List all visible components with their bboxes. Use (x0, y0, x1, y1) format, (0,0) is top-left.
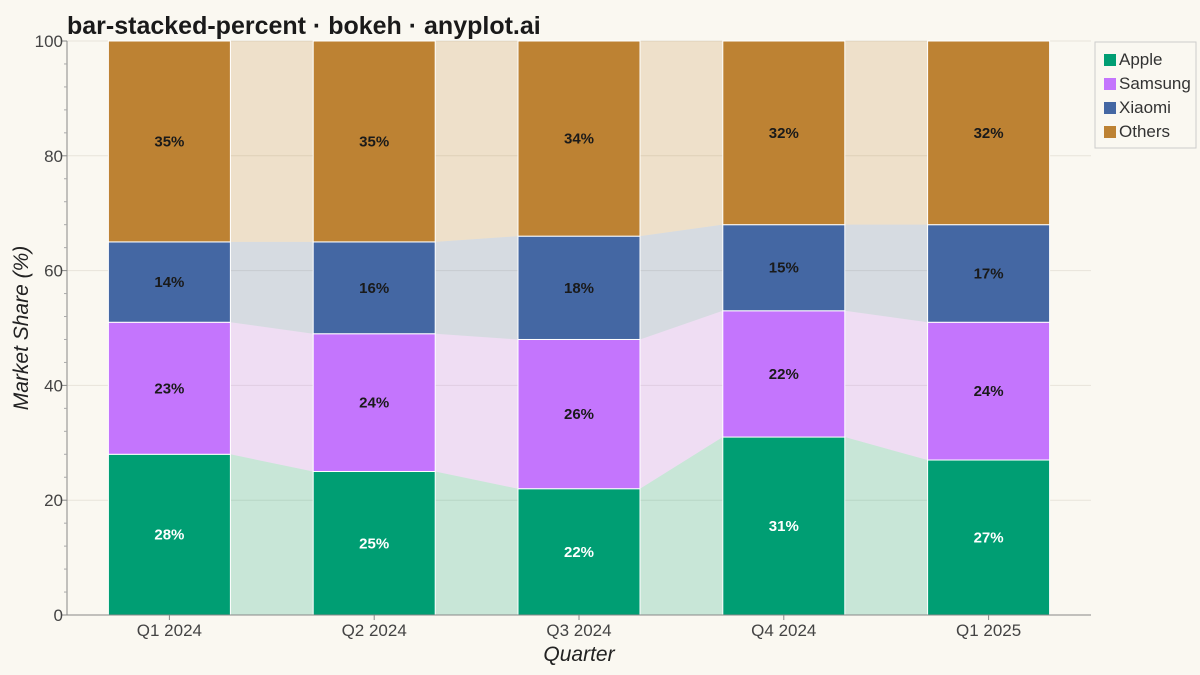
connector-band (640, 41, 723, 237)
bar-segment (722, 40, 846, 226)
data-label: 27% (974, 530, 1004, 547)
x-tick-label: Q2 2024 (342, 621, 407, 640)
bar-segment (927, 321, 1051, 461)
bar-segment (517, 338, 641, 490)
bar-segment (107, 453, 231, 616)
y-tick-label: 40 (44, 376, 63, 395)
connector-band (230, 241, 314, 334)
data-label: 34% (564, 131, 594, 148)
connector-band (435, 333, 518, 489)
y-tick-label: 80 (44, 147, 63, 166)
x-axis-label: Quarter (543, 643, 615, 666)
connector-bands (230, 41, 928, 615)
bar-segment (312, 333, 436, 472)
data-label: 23% (154, 380, 184, 397)
legend: Apple Samsung Xiaomi Others (1094, 41, 1197, 149)
y-axis-label: Market Share (%) (10, 246, 33, 411)
data-label: 18% (564, 280, 594, 297)
data-label: 15% (769, 260, 799, 277)
legend-swatch (1104, 126, 1116, 138)
legend-swatch (1104, 102, 1116, 114)
chart-title: bar-stacked-percent · bokeh · anyplot.ai (67, 12, 541, 40)
bar-segment (927, 459, 1051, 616)
bar-segment (107, 241, 231, 323)
connector-band (230, 41, 314, 242)
connector-band (435, 236, 518, 340)
legend-swatch (1104, 78, 1116, 90)
bar-segment (517, 40, 641, 237)
data-label: 25% (359, 535, 389, 552)
y-tick-label: 100 (35, 32, 63, 51)
bar-segment (312, 471, 436, 616)
bars (107, 40, 1051, 616)
plot-area: 28% 23% 14% 35% 25% 24% 16% 35% 22% 26% 18% 34% 31% 2… (67, 40, 1091, 616)
data-label: 16% (359, 280, 389, 297)
connector-band (844, 41, 928, 225)
bar-segment (517, 235, 641, 340)
legend-label: Apple (1119, 50, 1162, 69)
data-label: 26% (564, 406, 594, 423)
connector-band (230, 322, 314, 472)
connector-band (844, 224, 928, 323)
y-ticks: 0 20 40 60 80 100 (35, 32, 67, 625)
bar-segment (927, 40, 1051, 226)
data-label: 22% (769, 366, 799, 383)
bar-segment (107, 40, 231, 243)
data-label: 31% (769, 518, 799, 535)
axes: 0 20 40 60 80 100 Q1 2024 Q2 2024 Q3 2024 Q4 202… (35, 32, 1091, 640)
data-label: 24% (974, 383, 1004, 400)
connector-band (844, 437, 928, 615)
legend-swatch (1104, 54, 1116, 66)
x-tick-label: Q4 2024 (751, 621, 816, 640)
bar-segment (107, 321, 231, 455)
connector-band (435, 41, 518, 242)
y-tick-label: 0 (54, 606, 63, 625)
bar-segment (927, 224, 1051, 323)
data-label: 14% (154, 274, 184, 291)
data-label: 35% (359, 133, 389, 150)
bar-segment (312, 241, 436, 335)
data-label: 32% (769, 125, 799, 142)
connector-band (640, 224, 723, 340)
data-label: 32% (974, 125, 1004, 142)
x-tick-label: Q1 2024 (137, 621, 202, 640)
x-tick-label: Q1 2025 (956, 621, 1021, 640)
data-label: 28% (154, 527, 184, 544)
legend-label: Xiaomi (1119, 98, 1171, 117)
data-label: 22% (564, 544, 594, 561)
connector-band (844, 310, 928, 461)
connector-band (435, 471, 518, 615)
connector-band (640, 437, 723, 615)
data-label: 35% (154, 133, 184, 150)
bar-segment (722, 310, 846, 438)
legend-label: Samsung (1119, 74, 1191, 93)
x-tick-label: Q3 2024 (546, 621, 611, 640)
legend-label: Others (1119, 122, 1170, 141)
y-tick-label: 20 (44, 491, 63, 510)
y-tick-label: 60 (44, 262, 63, 281)
bar-segment (722, 436, 846, 616)
bar-segment (722, 224, 846, 312)
connector-band (230, 454, 314, 615)
x-ticks: Q1 2024 Q2 2024 Q3 2024 Q4 2024 Q1 2025 (137, 615, 1021, 640)
bar-segment (312, 40, 436, 243)
data-labels: 28% 23% 14% 35% 25% 24% 16% 35% 22% 26% 18% 34% 31% 2… (154, 125, 1003, 561)
connector-band (640, 310, 723, 489)
data-label: 24% (359, 395, 389, 412)
data-label: 17% (974, 265, 1004, 282)
